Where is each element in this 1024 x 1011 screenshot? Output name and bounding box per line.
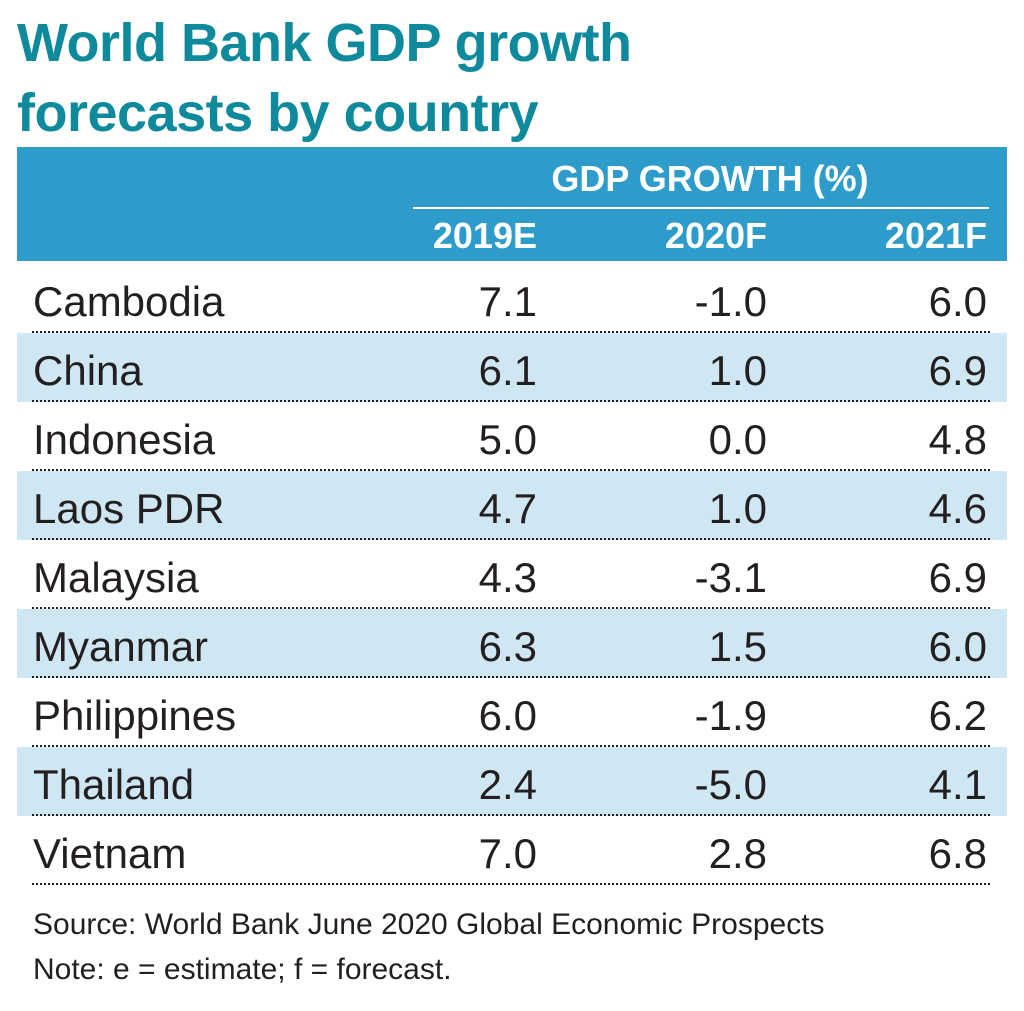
value-cell-2021f: 4.8 [928, 416, 987, 463]
value-cell-2021f: 6.0 [928, 623, 987, 670]
table-row: Malaysia 4.3 -3.1 6.9 [17, 540, 1007, 609]
value-cell-2019e: 7.0 [478, 830, 537, 877]
value-cell-2021f: 6.9 [928, 554, 987, 601]
value-cell-2019e: 6.1 [478, 347, 537, 394]
value-cell-2021f: 4.1 [928, 761, 987, 808]
value-cell-2020f: 1.0 [708, 485, 767, 532]
table-row: Laos PDR 4.7 1.0 4.6 [17, 471, 1007, 540]
value-cell-2019e: 6.0 [478, 692, 537, 739]
table-row: Cambodia 7.1 -1.0 6.0 [17, 264, 1007, 333]
value-cell-2019e: 4.7 [478, 485, 537, 532]
value-cell-2020f: 0.0 [708, 416, 767, 463]
value-cell-2019e: 6.3 [478, 623, 537, 670]
value-cell-2019e: 2.4 [478, 761, 537, 808]
chart-title: World Bank GDP growth forecasts by countr… [17, 13, 632, 143]
table-header: GDP GROWTH (%) 2019E 2020F 2021F [17, 147, 1007, 261]
country-cell: Vietnam [33, 830, 187, 877]
table-body: Cambodia 7.1 -1.0 6.0 China 6.1 1.0 6.9 Indonesi… [17, 264, 1007, 885]
value-cell-2020f: -3.1 [694, 554, 767, 601]
country-cell: Thailand [33, 761, 195, 808]
value-cell-2021f: 6.9 [928, 347, 987, 394]
value-cell-2021f: 6.8 [928, 830, 987, 877]
column-header-2019e: 2019E [432, 215, 537, 256]
source-note: Source: World Bank June 2020 Global Econ… [33, 908, 825, 941]
country-cell: Cambodia [33, 278, 225, 325]
value-cell-2020f: 1.0 [708, 347, 767, 394]
country-cell: China [33, 347, 143, 394]
value-cell-2021f: 6.0 [928, 278, 987, 325]
value-cell-2020f: -5.0 [694, 761, 767, 808]
country-cell: Laos PDR [33, 485, 225, 532]
table-row: Philippines 6.0 -1.9 6.2 [17, 678, 1007, 747]
value-cell-2019e: 4.3 [478, 554, 537, 601]
column-group-label: GDP GROWTH (%) [551, 158, 869, 199]
table-row: Vietnam 7.0 2.8 6.8 [17, 816, 1007, 885]
country-cell: Philippines [33, 692, 237, 739]
value-cell-2021f: 4.6 [928, 485, 987, 532]
value-cell-2020f: -1.0 [694, 278, 767, 325]
value-cell-2021f: 6.2 [928, 692, 987, 739]
table-row: Thailand 2.4 -5.0 4.1 [17, 747, 1007, 816]
column-group-divider [413, 207, 989, 209]
value-cell-2020f: -1.9 [694, 692, 767, 739]
value-cell-2019e: 5.0 [478, 416, 537, 463]
value-cell-2020f: 1.5 [708, 623, 767, 670]
table-row: Myanmar 6.3 1.5 6.0 [17, 609, 1007, 678]
value-cell-2020f: 2.8 [708, 830, 767, 877]
column-header-2020f: 2020F [664, 215, 767, 256]
column-header-2021f: 2021F [884, 215, 987, 256]
value-cell-2019e: 7.1 [478, 278, 537, 325]
country-cell: Malaysia [33, 554, 199, 601]
country-cell: Indonesia [33, 416, 216, 463]
table-row: Indonesia 5.0 0.0 4.8 [17, 402, 1007, 471]
footnote: Note: e = estimate; f = forecast. [33, 953, 452, 986]
country-cell: Myanmar [33, 623, 209, 670]
table-row: China 6.1 1.0 6.9 [17, 333, 1007, 402]
